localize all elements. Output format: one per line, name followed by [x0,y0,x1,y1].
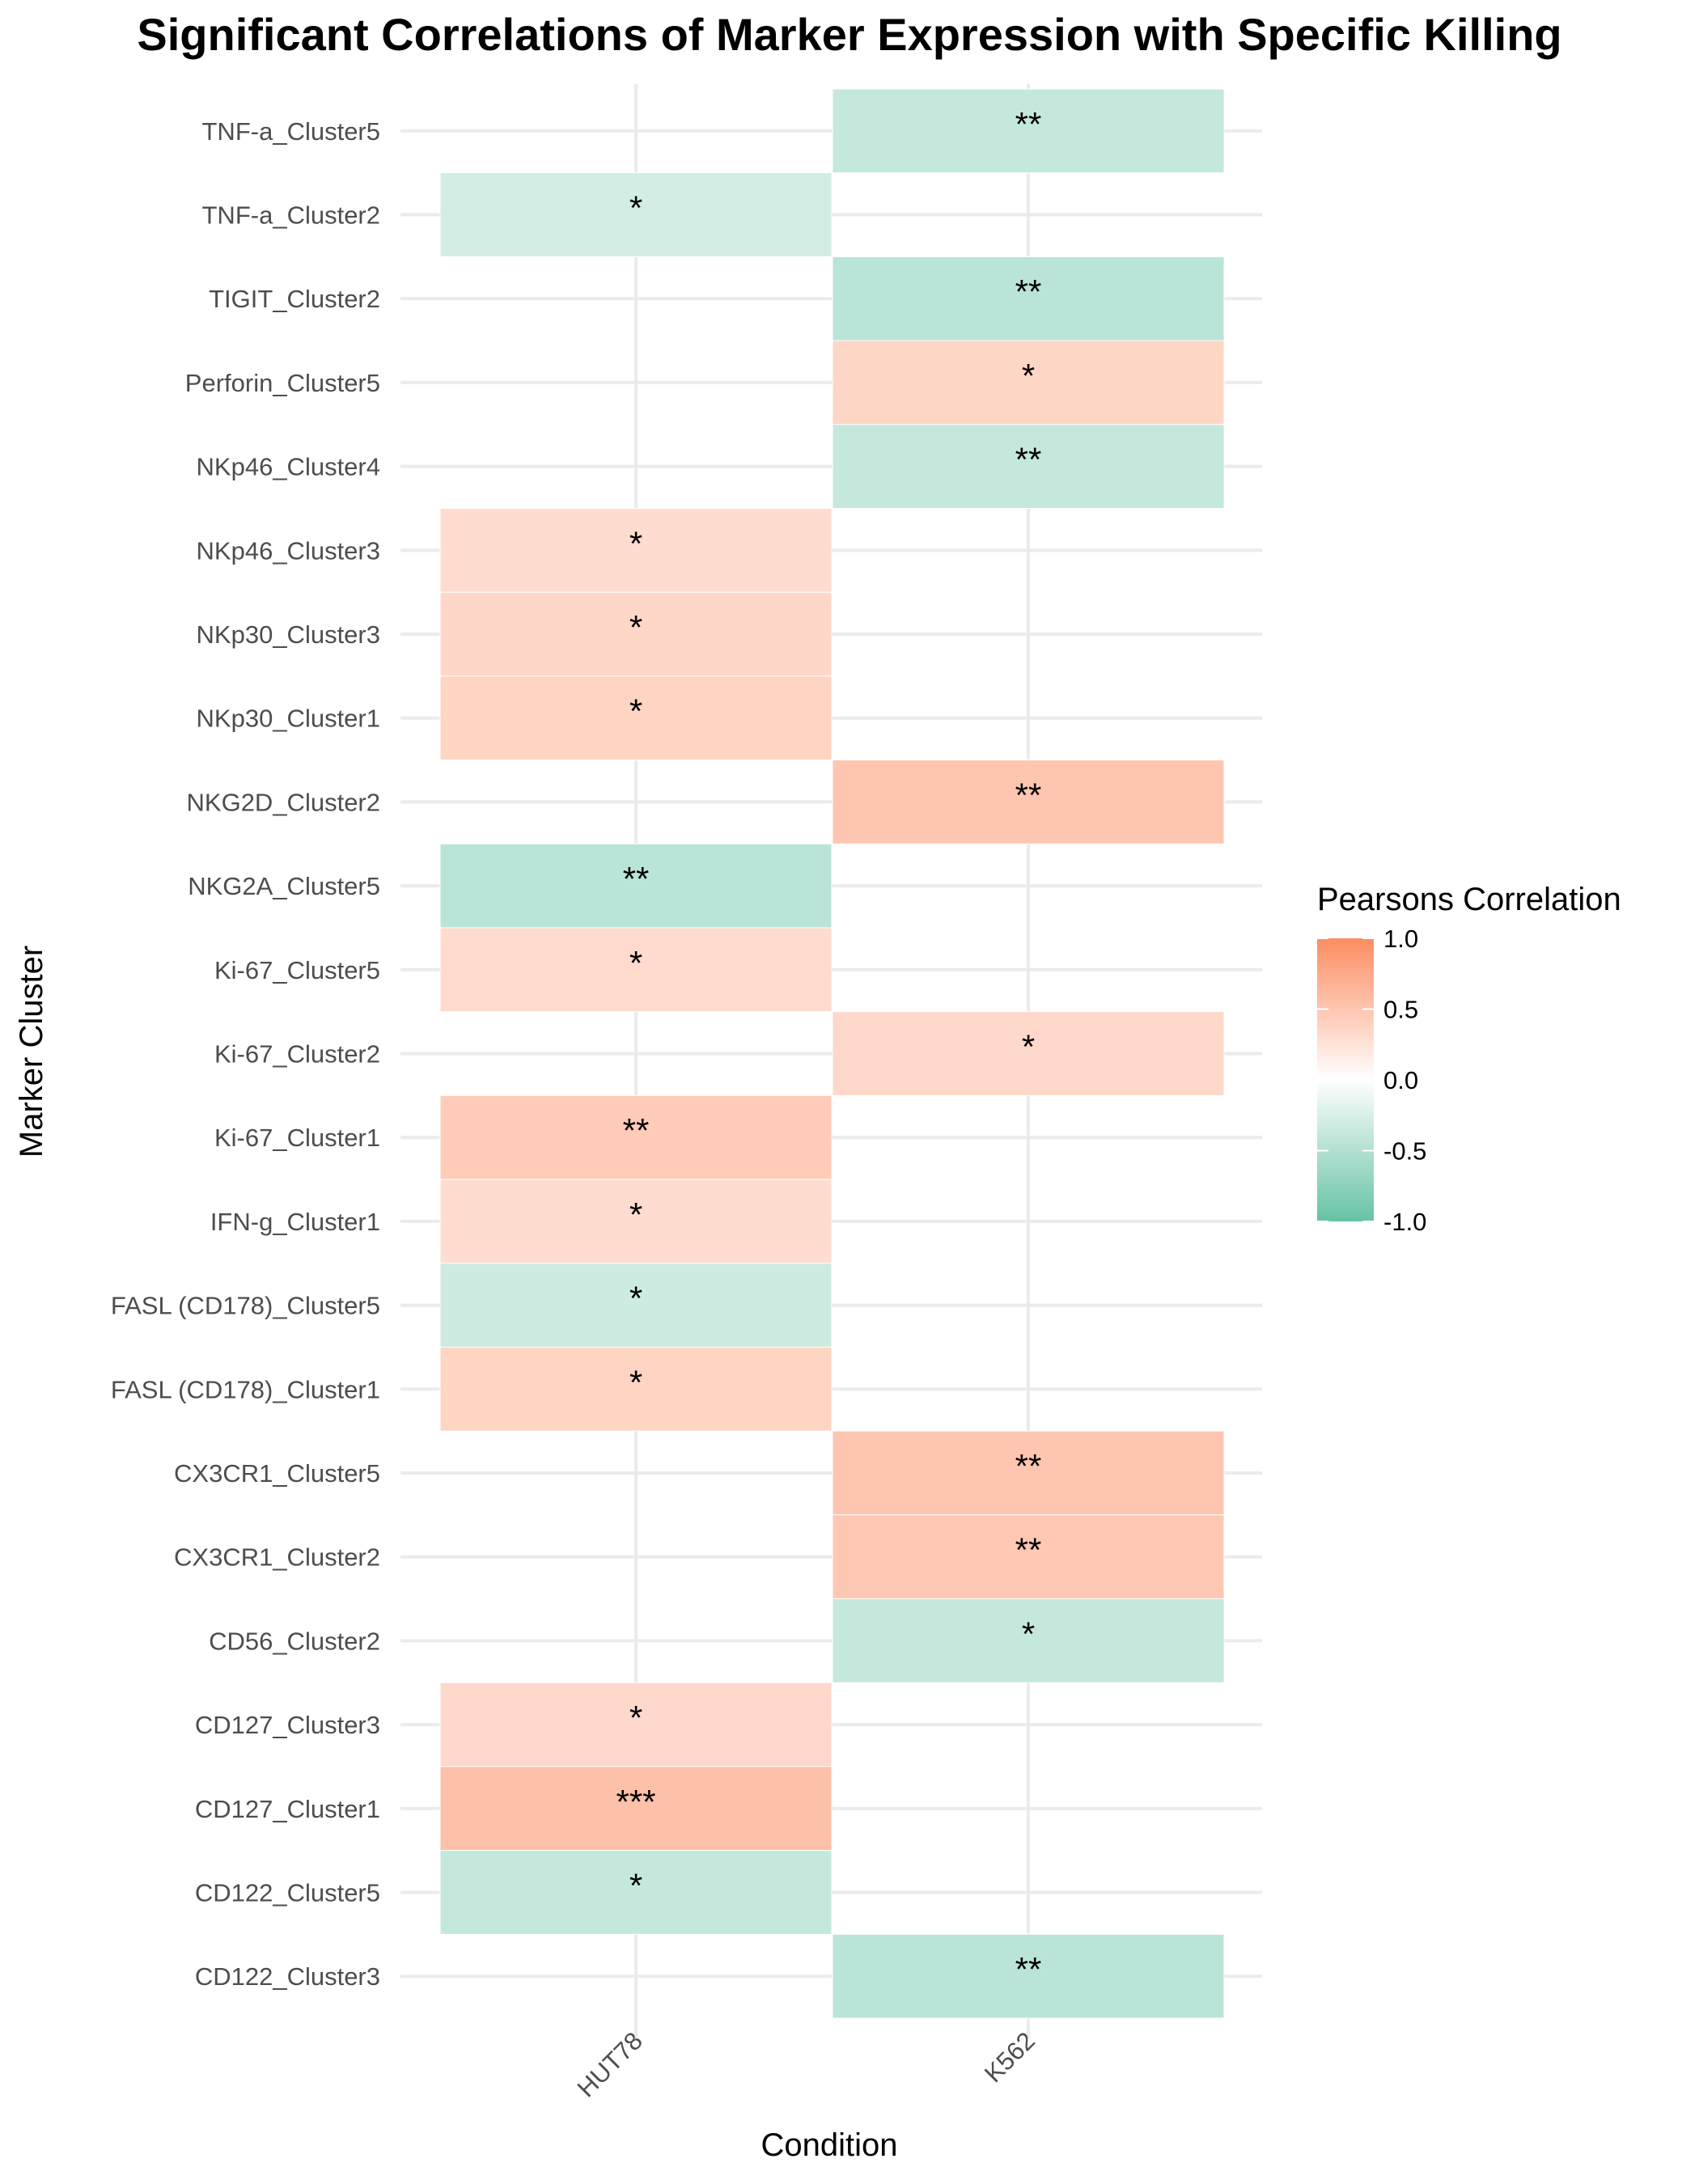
y-tick-label: Ki-67_Cluster5 [214,956,380,984]
y-tick-label: NKG2D_Cluster2 [187,788,380,816]
significance-label: ** [623,860,650,898]
legend-tick-label: -0.5 [1383,1137,1426,1166]
significance-label: * [629,189,642,227]
y-tick-label: NKp30_Cluster1 [197,705,380,733]
y-tick-label: NKp30_Cluster3 [197,620,380,649]
x-axis-tick-labels: HUT78 K562 [572,2026,1040,2102]
significance-label: * [629,944,642,982]
significance-label: ** [1015,1950,1042,1988]
significance-label: * [629,524,642,562]
x-axis-title: Condition [761,2127,897,2163]
significance-label: ** [1015,1531,1042,1569]
y-tick-label: CX3CR1_Cluster2 [174,1543,380,1572]
y-tick-label: TIGIT_Cluster2 [209,285,380,313]
y-tick-label: NKp46_Cluster3 [197,536,380,565]
y-tick-label: CD122_Cluster5 [195,1878,380,1907]
heatmap-cell [439,843,833,929]
heatmap-cell [439,927,833,1013]
significance-label: * [1022,1615,1035,1653]
y-tick-label: NKG2A_Cluster5 [188,872,380,900]
y-tick-label: FASL (CD178)_Cluster1 [111,1375,380,1403]
heatmap-cell [439,1263,833,1348]
heatmap-cell [832,340,1225,425]
significance-label: *** [616,1783,655,1821]
y-tick-label: Ki-67_Cluster2 [214,1040,380,1069]
legend: Pearsons Correlation 1.0 0.5 0.0 -0.5 -1.0 [1317,882,1621,1236]
heatmap-cell [439,1766,833,1852]
heatmap-cell [439,1179,833,1264]
heatmap-cell [439,507,833,593]
heatmap-cell [832,760,1225,844]
significance-label: * [629,608,642,646]
significance-label: * [629,1699,642,1737]
significance-label: * [629,1866,642,1904]
significance-label: ** [1015,1447,1042,1485]
heatmap-cell [832,1430,1225,1516]
heatmap-cell [832,1933,1225,2019]
x-tick-label: HUT78 [572,2026,648,2102]
heatmap-cell [832,1598,1225,1683]
heatmap-cell [439,1682,833,1767]
heatmap-cell [832,424,1225,509]
y-tick-label: CD127_Cluster1 [195,1795,380,1823]
heatmap-cell [832,88,1225,174]
y-tick-label: Ki-67_Cluster1 [214,1124,380,1152]
heatmap-cell [832,1514,1225,1600]
y-tick-label: CX3CR1_Cluster5 [174,1459,380,1488]
y-tick-label: NKp46_Cluster4 [197,453,380,481]
significance-label: * [629,1196,642,1234]
heatmap-cell [439,1346,833,1432]
significance-label: ** [1015,273,1042,311]
legend-tick-label: 0.5 [1383,996,1418,1024]
y-tick-label: CD56_Cluster2 [209,1627,380,1655]
heatmap-cells: ********************************** [439,88,1225,2019]
heatmap-cell [439,675,833,761]
legend-tick-label: -1.0 [1383,1208,1426,1236]
significance-label: ** [1015,105,1042,143]
y-tick-label: FASL (CD178)_Cluster5 [111,1292,380,1320]
significance-label: * [629,1363,642,1401]
y-tick-label: CD122_Cluster3 [195,1962,380,1991]
significance-label: * [629,692,642,730]
heatmap-cell [439,1850,833,1935]
heatmap-cell [832,256,1225,341]
significance-label: ** [1015,776,1042,814]
x-tick-label: K562 [979,2026,1040,2088]
y-tick-label: Perforin_Cluster5 [185,369,380,397]
legend-tick-label: 0.0 [1383,1066,1418,1094]
y-axis-title: Marker Cluster [14,946,49,1158]
significance-label: * [1022,1028,1035,1066]
significance-label: * [629,1280,642,1318]
legend-tick-label: 1.0 [1383,925,1418,953]
y-tick-label: TNF-a_Cluster5 [202,117,381,146]
significance-label: ** [623,1111,650,1149]
y-axis-tick-labels: TNF-a_Cluster5 TNF-a_Cluster2 TIGIT_Cluste… [111,117,380,1991]
y-tick-label: IFN-g_Cluster1 [210,1208,380,1236]
y-tick-label: TNF-a_Cluster2 [202,201,381,230]
significance-label: ** [1015,441,1042,479]
chart-title: Significant Correlations of Marker Expre… [137,9,1561,60]
significance-label: * [1022,357,1035,395]
heatmap-cell [832,1011,1225,1096]
heatmap-cell [439,1094,833,1180]
y-tick-label: CD127_Cluster3 [195,1711,380,1739]
heatmap-cell [439,591,833,677]
legend-title: Pearsons Correlation [1317,882,1621,917]
heatmap-cell [439,172,833,257]
